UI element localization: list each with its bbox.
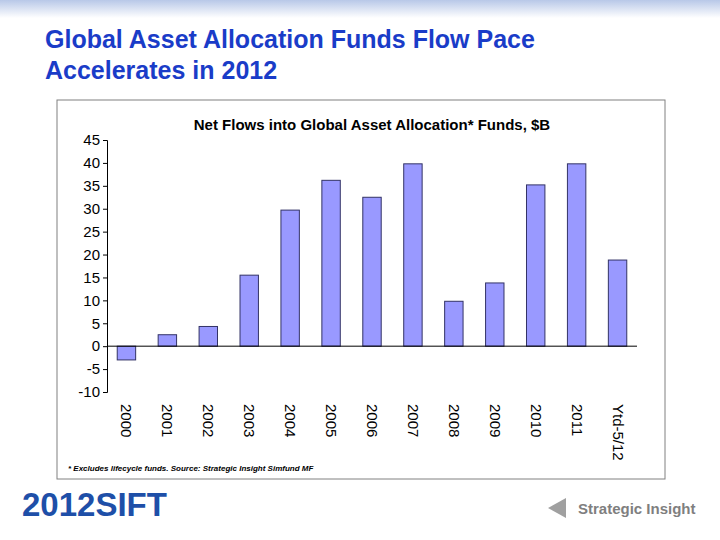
slide-title: Global Asset Allocation Funds Flow Pace A… (45, 25, 535, 84)
bar (322, 180, 340, 346)
y-tick-label: -5 (87, 360, 100, 377)
y-tick-label: 5 (92, 315, 100, 332)
y-tick-label: 25 (83, 223, 100, 240)
y-tick-label: 30 (83, 200, 100, 217)
x-tick-label: 2007 (405, 404, 422, 437)
slide-title-line: Accelerates in 2012 (45, 56, 277, 84)
y-tick-label: 40 (83, 154, 100, 171)
y-tick: 25 (83, 223, 107, 240)
y-tick-mark (103, 323, 107, 324)
y-tick-mark (103, 369, 107, 370)
y-tick-label: 45 (83, 131, 100, 148)
chart-title: Net Flows into Global Asset Allocation* … (194, 116, 551, 133)
y-tick-label: 0 (92, 337, 100, 354)
x-tick-label: 2008 (446, 404, 463, 437)
y-tick: 45 (83, 131, 107, 148)
y-tick-mark (103, 255, 107, 256)
x-tick: 2009 (487, 392, 504, 437)
x-tick-label: 2009 (487, 404, 504, 437)
bar (281, 210, 299, 346)
x-tick-label: 2002 (200, 404, 217, 437)
x-tick: 2007 (405, 392, 422, 437)
y-tick: -10 (78, 383, 107, 400)
y-tick-mark (103, 140, 107, 141)
x-axis-line (108, 392, 638, 393)
y-tick-label: -10 (78, 383, 100, 400)
x-tick: 2011 (569, 392, 586, 436)
bar (567, 164, 585, 346)
x-tick: 2004 (282, 392, 299, 437)
x-tick: Ytd-5/12 (610, 392, 627, 461)
y-axis-line (103, 141, 108, 393)
x-tick: 2003 (241, 392, 258, 437)
bar (158, 335, 176, 346)
y-tick: 15 (83, 269, 107, 286)
x-tick-label: 2000 (118, 404, 135, 437)
zero-line (107, 346, 637, 347)
y-tick-label: 10 (83, 292, 100, 309)
bar (117, 346, 135, 360)
x-tick-label: 2010 (528, 404, 545, 437)
bar (240, 275, 258, 346)
x-tick: 2006 (364, 392, 381, 437)
brand: Strategic Insight (578, 500, 696, 517)
bar (526, 185, 544, 346)
y-tick-mark (103, 392, 107, 393)
brand-icon (548, 498, 566, 518)
bar (608, 260, 626, 346)
x-tick-label: 2001 (159, 404, 176, 437)
x-tick: 2010 (528, 392, 545, 437)
y-tick: 30 (83, 200, 107, 217)
x-tick: 2000 (118, 392, 135, 437)
bar (363, 197, 381, 346)
x-tick-label: Ytd-5/12 (610, 404, 627, 461)
x-tick-label: 2004 (282, 404, 299, 437)
y-tick-label: 15 (83, 269, 100, 286)
bar (199, 326, 217, 346)
y-axis: -10 -5 0 5 10 15 20 25 30 35 40 45 (78, 131, 107, 400)
y-tick-mark (103, 232, 107, 233)
y-tick-label: 20 (83, 246, 100, 263)
y-tick-mark (103, 277, 107, 278)
bar (445, 301, 463, 346)
x-tick: 2002 (200, 392, 217, 437)
y-tick: 5 (92, 315, 107, 332)
x-tick-label: 2006 (364, 404, 381, 437)
slide-title-line: Global Asset Allocation Funds Flow Pace (45, 25, 535, 53)
slide: Global Asset Allocation Funds Flow Pace A… (0, 0, 720, 540)
x-tick: 2005 (323, 392, 340, 437)
y-tick: -5 (87, 360, 107, 377)
y-tick: 0 (92, 337, 107, 354)
x-tick-label: 2003 (241, 404, 258, 437)
y-tick: 35 (83, 177, 107, 194)
y-tick-label: 35 (83, 177, 100, 194)
footnote: * Excludes lifecycle funds. Source: Stra… (68, 464, 314, 473)
y-tick: 40 (83, 154, 107, 171)
bars (117, 164, 627, 360)
y-tick: 20 (83, 246, 107, 263)
y-tick-mark (103, 300, 107, 301)
x-tick-label: 2011 (569, 404, 586, 436)
x-tick: 2008 (446, 392, 463, 437)
chart-frame (57, 100, 665, 479)
logo: 2012SIFT (22, 486, 167, 523)
x-axis: 2000 2001 2002 2003 2004 2005 2006 2007 2008 2009… (108, 392, 638, 461)
y-tick-mark (103, 209, 107, 210)
y-tick: 10 (83, 292, 107, 309)
y-tick-mark (103, 346, 107, 347)
x-tick-label: 2005 (323, 404, 340, 437)
top-band (0, 0, 720, 18)
bar (486, 283, 504, 346)
bar (404, 164, 422, 346)
y-tick-mark (103, 186, 107, 187)
x-tick: 2001 (159, 392, 176, 437)
y-tick-mark (103, 163, 107, 164)
